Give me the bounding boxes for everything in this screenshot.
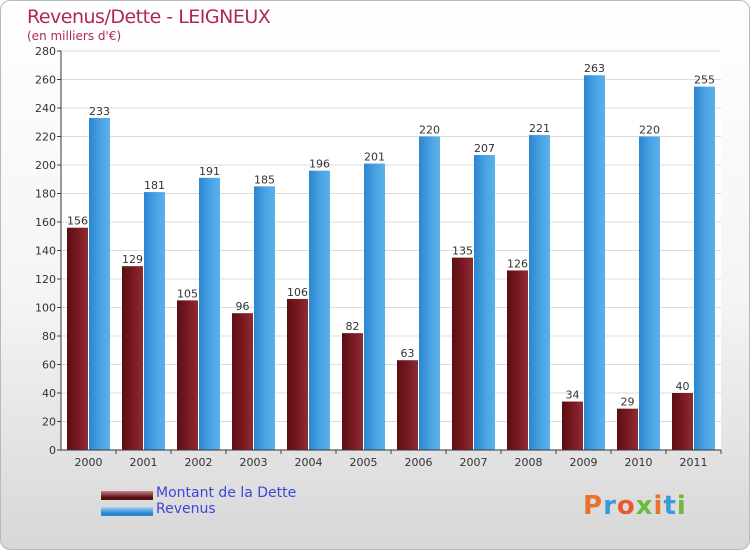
- bar-dette: [562, 401, 583, 450]
- bar-revenus: [419, 136, 440, 450]
- bar-dette: [67, 227, 88, 450]
- bar-revenus: [474, 155, 495, 450]
- bar-revenus: [144, 192, 165, 450]
- bar-revenus: [694, 86, 715, 450]
- y-tick-label: 20: [42, 416, 56, 429]
- logo-letter: t: [663, 491, 677, 521]
- data-label: 156: [67, 215, 88, 228]
- data-label: 29: [621, 396, 635, 409]
- data-label: 263: [584, 62, 605, 75]
- logo-letter: i: [676, 491, 687, 521]
- bar-dette: [287, 298, 308, 450]
- bar-revenus: [89, 117, 110, 450]
- y-tick-label: 140: [35, 245, 56, 258]
- bar-dette: [672, 393, 693, 450]
- y-tick-label: 240: [35, 102, 56, 115]
- x-tick-label: 2001: [130, 456, 158, 469]
- x-tick-label: 2010: [625, 456, 653, 469]
- data-label: 82: [346, 320, 360, 333]
- chart-title: Revenus/Dette - LEIGNEUX: [27, 6, 271, 28]
- bar-revenus: [309, 170, 330, 450]
- x-tick-label: 2003: [240, 456, 268, 469]
- data-label: 185: [254, 173, 275, 186]
- bar-dette: [617, 408, 638, 450]
- data-label: 34: [566, 389, 580, 402]
- x-tick-label: 2007: [460, 456, 488, 469]
- bar-revenus: [529, 135, 550, 450]
- x-tick-label: 2011: [680, 456, 708, 469]
- data-label: 220: [639, 124, 660, 137]
- bar-dette: [177, 300, 198, 450]
- legend-swatch-dette: [101, 491, 153, 500]
- proxiti-logo: Proxiti: [583, 491, 687, 521]
- y-tick-label: 40: [42, 387, 56, 400]
- bar-revenus: [254, 186, 275, 450]
- y-tick-label: 100: [35, 302, 56, 315]
- x-tick-label: 2004: [295, 456, 323, 469]
- legend-swatch-revenus: [101, 507, 153, 516]
- x-tick-label: 2008: [515, 456, 543, 469]
- y-tick-label: 0: [49, 444, 56, 457]
- data-label: 181: [144, 179, 165, 192]
- data-label: 221: [529, 122, 550, 135]
- bar-dette: [507, 270, 528, 450]
- legend-label-dette: Montant de la Dette: [156, 485, 297, 501]
- data-label: 63: [401, 347, 415, 360]
- x-tick-label: 2005: [350, 456, 378, 469]
- logo-letter: i: [653, 491, 664, 521]
- bar-dette: [122, 266, 143, 450]
- logo-letter: r: [603, 491, 617, 521]
- data-label: 207: [474, 142, 495, 155]
- bar-revenus: [639, 136, 660, 450]
- y-tick-label: 280: [35, 45, 56, 58]
- x-tick-label: 2006: [405, 456, 433, 469]
- data-label: 255: [694, 74, 715, 87]
- bar-dette: [452, 257, 473, 450]
- y-tick-label: 160: [35, 216, 56, 229]
- bar-revenus: [199, 177, 220, 450]
- bar-dette: [232, 313, 253, 450]
- data-label: 129: [122, 253, 143, 266]
- data-label: 233: [89, 105, 110, 118]
- y-tick-label: 200: [35, 159, 56, 172]
- logo-letter: P: [583, 491, 604, 521]
- y-tick-label: 180: [35, 188, 56, 201]
- data-label: 196: [309, 158, 330, 171]
- data-label: 106: [287, 286, 308, 299]
- bar-revenus: [364, 163, 385, 450]
- y-tick-label: 220: [35, 131, 56, 144]
- data-label: 220: [419, 124, 440, 137]
- x-tick-label: 2009: [570, 456, 598, 469]
- data-label: 135: [452, 245, 473, 258]
- bar-revenus: [584, 75, 605, 450]
- chart-subtitle: (en milliers d'€): [27, 29, 122, 43]
- data-label: 105: [177, 287, 198, 300]
- x-tick-label: 2000: [75, 456, 103, 469]
- y-tick-label: 120: [35, 273, 56, 286]
- data-label: 201: [364, 151, 385, 164]
- bar-dette: [397, 360, 418, 450]
- data-label: 191: [199, 165, 220, 178]
- data-label: 126: [507, 257, 528, 270]
- logo-letter: o: [616, 491, 636, 521]
- bar-dette: [342, 333, 363, 450]
- y-tick-label: 60: [42, 359, 56, 372]
- logo-letter: x: [635, 491, 654, 521]
- y-tick-label: 80: [42, 330, 56, 343]
- y-tick-label: 260: [35, 74, 56, 87]
- data-label: 96: [236, 300, 250, 313]
- legend-label-revenus: Revenus: [156, 501, 216, 517]
- data-label: 40: [676, 380, 690, 393]
- x-tick-label: 2002: [185, 456, 213, 469]
